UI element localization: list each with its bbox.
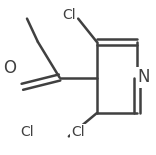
Text: N: N xyxy=(137,69,150,86)
Text: Cl: Cl xyxy=(62,8,76,22)
Text: O: O xyxy=(3,59,16,77)
Text: Cl: Cl xyxy=(71,126,85,140)
Text: Cl: Cl xyxy=(20,126,34,140)
